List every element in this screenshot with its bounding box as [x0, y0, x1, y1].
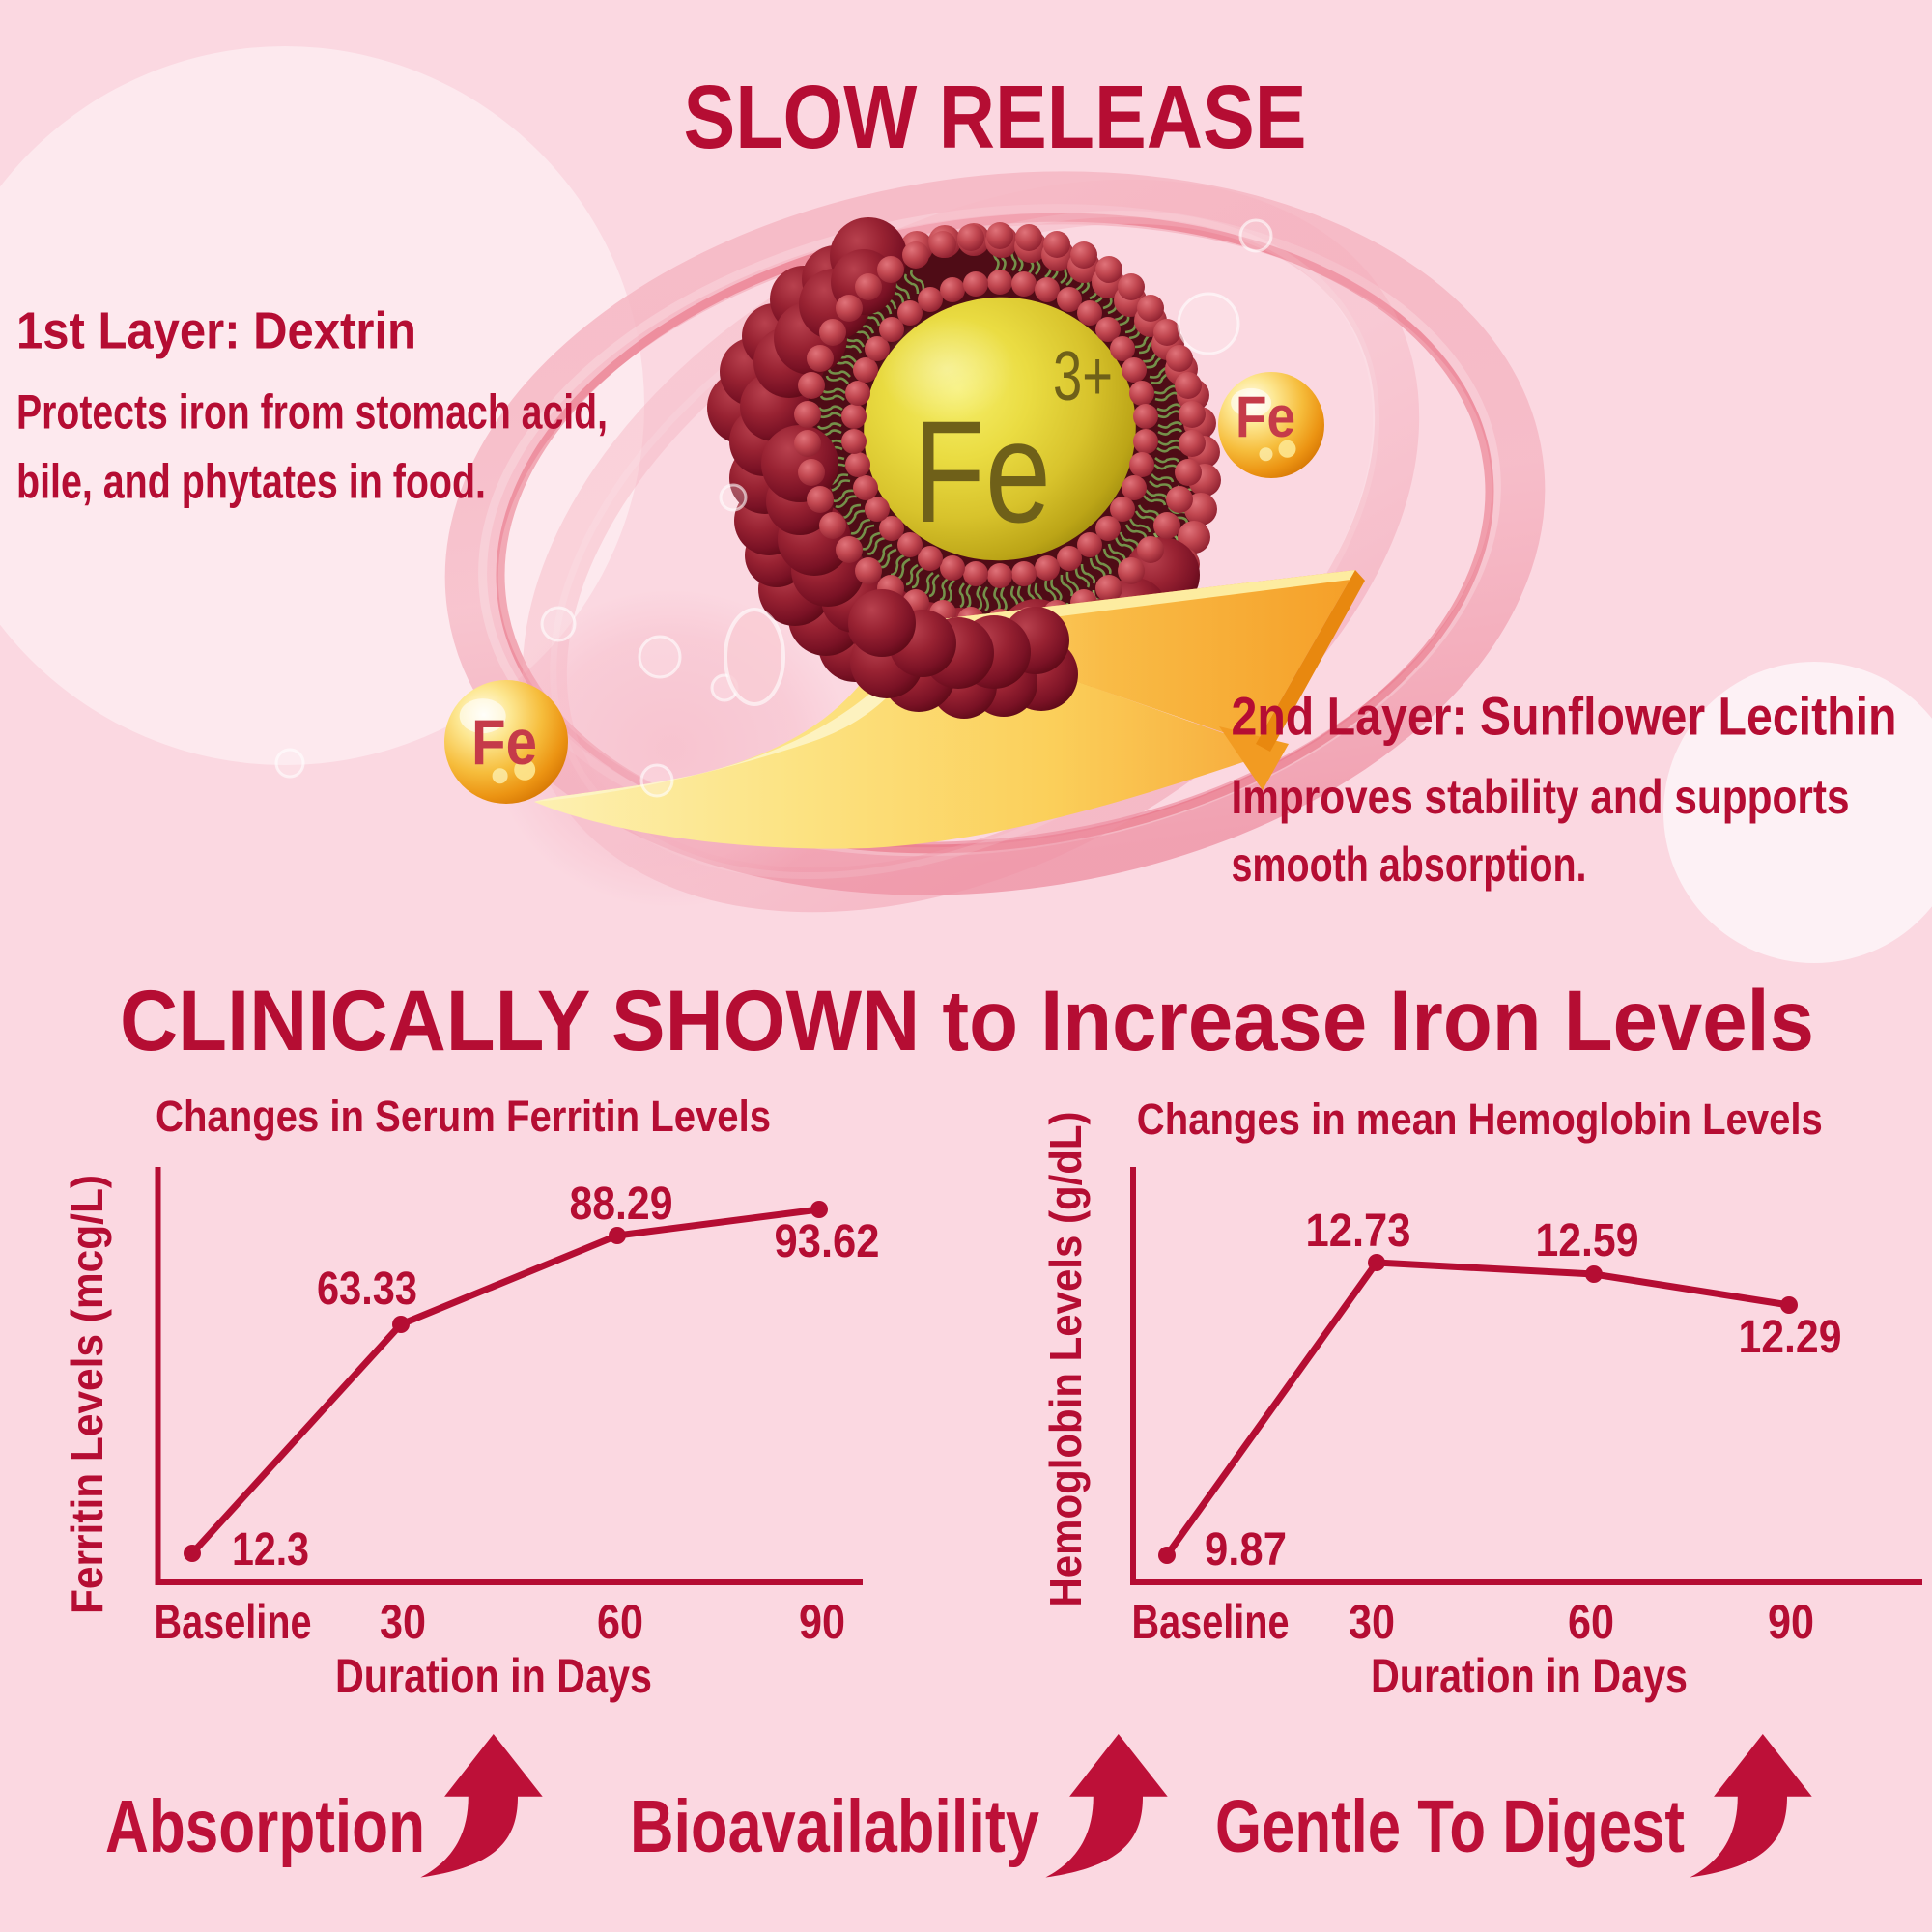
svg-text:88.29: 88.29: [570, 1179, 673, 1230]
svg-text:2nd Layer: Sunflower Lecithin: 2nd Layer: Sunflower Lecithin: [1232, 686, 1897, 747]
svg-text:9.87: 9.87: [1205, 1524, 1287, 1576]
svg-text:93.62: 93.62: [775, 1216, 880, 1267]
svg-text:12.73: 12.73: [1306, 1206, 1411, 1257]
svg-text:12.59: 12.59: [1536, 1215, 1639, 1266]
svg-text:SLOW RELEASE: SLOW RELEASE: [684, 67, 1307, 167]
svg-text:Fe: Fe: [471, 706, 537, 778]
svg-text:12.29: 12.29: [1739, 1312, 1842, 1363]
svg-text:Bioavailability: Bioavailability: [630, 1785, 1039, 1868]
svg-text:Changes in Serum Ferritin Leve: Changes in Serum Ferritin Levels: [156, 1092, 771, 1141]
svg-text:Changes in mean Hemoglobin Lev: Changes in mean Hemoglobin Levels: [1137, 1094, 1823, 1144]
svg-text:Gentle To Digest: Gentle To Digest: [1215, 1785, 1685, 1868]
svg-text:bile, and phytates in food.: bile, and phytates in food.: [16, 455, 486, 509]
svg-text:Absorption: Absorption: [105, 1785, 425, 1868]
svg-text:Duration in Days: Duration in Days: [1371, 1649, 1688, 1703]
svg-text:Baseline: Baseline: [1132, 1595, 1290, 1649]
svg-text:Baseline: Baseline: [155, 1595, 312, 1649]
svg-text:Fe: Fe: [913, 390, 1051, 553]
svg-text:60: 60: [597, 1595, 643, 1649]
svg-text:90: 90: [799, 1595, 845, 1649]
svg-text:63.33: 63.33: [317, 1264, 417, 1315]
svg-text:Duration in Days: Duration in Days: [335, 1649, 652, 1703]
svg-text:Protects iron from stomach aci: Protects iron from stomach acid,: [16, 385, 608, 440]
svg-text:Fe: Fe: [1236, 384, 1295, 449]
svg-text:3+: 3+: [1053, 338, 1113, 415]
svg-text:CLINICALLY SHOWN to Increase I: CLINICALLY SHOWN to Increase Iron Levels: [120, 972, 1814, 1068]
svg-text:12.3: 12.3: [232, 1524, 309, 1576]
svg-text:1st Layer: Dextrin: 1st Layer: Dextrin: [16, 302, 416, 360]
svg-text:Ferritin Levels (mcg/L): Ferritin Levels (mcg/L): [62, 1175, 112, 1614]
svg-text:Improves stability and support: Improves stability and supports: [1232, 770, 1850, 824]
svg-text:smooth absorption.: smooth absorption.: [1232, 838, 1587, 892]
svg-text:60: 60: [1568, 1595, 1614, 1649]
svg-text:30: 30: [380, 1595, 426, 1649]
svg-text:90: 90: [1768, 1595, 1814, 1649]
svg-text:Hemoglobin Levels (g/dL): Hemoglobin Levels (g/dL): [1040, 1112, 1091, 1607]
svg-text:30: 30: [1349, 1595, 1395, 1649]
